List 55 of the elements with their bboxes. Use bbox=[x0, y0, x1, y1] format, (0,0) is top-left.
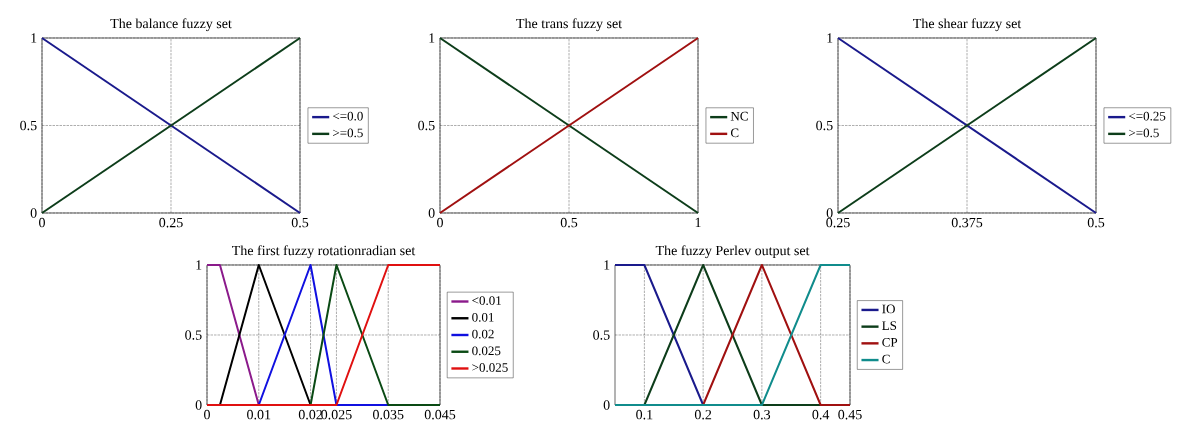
x-tick-label: 0.01 bbox=[247, 409, 271, 420]
y-tick-label: 0 bbox=[428, 208, 435, 218]
legend-label: >=0.5 bbox=[1129, 128, 1159, 138]
legend-label: 0.01 bbox=[472, 312, 494, 322]
y-tick-label: 1 bbox=[827, 33, 833, 43]
x-tick-label: 0.5 bbox=[1087, 217, 1105, 228]
y-tick-label: 0 bbox=[30, 208, 37, 218]
x-tick-label: 0.5 bbox=[291, 217, 309, 228]
x-tick-label: 0.3 bbox=[753, 409, 771, 420]
legend-label: C bbox=[882, 354, 890, 364]
x-tick-label: 0.045 bbox=[424, 409, 456, 420]
x-tick-label: 0.25 bbox=[826, 217, 850, 228]
legend-label: CP bbox=[882, 338, 898, 347]
x-tick-label: 0.4 bbox=[812, 409, 830, 420]
y-tick-label: 1 bbox=[31, 33, 37, 43]
y-tick-label: 0.5 bbox=[593, 330, 610, 340]
chart-title: The first fuzzy rotationradian set bbox=[232, 245, 416, 259]
y-tick-label: 0 bbox=[603, 400, 610, 410]
chart-title: The fuzzy Perlev output set bbox=[655, 245, 810, 259]
y-tick-label: 1 bbox=[429, 33, 435, 43]
x-tick-label: 0.1 bbox=[636, 409, 653, 420]
x-tick-label: 0.45 bbox=[838, 409, 862, 420]
y-tick-label: 1 bbox=[604, 260, 610, 270]
y-tick-label: 0.5 bbox=[185, 330, 202, 340]
legend-label: IO bbox=[882, 304, 895, 314]
x-tick-label: 0.375 bbox=[951, 217, 983, 228]
legend-label: 0.025 bbox=[472, 346, 501, 356]
legend-label: NC bbox=[730, 111, 748, 121]
y-tick-label: 0.5 bbox=[418, 120, 435, 131]
x-tick-label: 0 bbox=[39, 217, 45, 228]
y-tick-label: 0 bbox=[826, 208, 833, 218]
chart-title: The shear fuzzy set bbox=[913, 18, 1022, 32]
legend-label: <=0.25 bbox=[1129, 111, 1166, 121]
chart-title: The balance fuzzy set bbox=[110, 18, 232, 32]
y-tick-label: 0.5 bbox=[816, 120, 833, 131]
x-tick-label: 0 bbox=[437, 217, 443, 228]
legend-label: >0.025 bbox=[472, 363, 508, 372]
legend-label: 0.02 bbox=[472, 329, 494, 339]
x-tick-label: 0.2 bbox=[694, 409, 712, 420]
x-tick-label: 0.02 bbox=[298, 409, 323, 420]
legend-label: LS bbox=[882, 321, 897, 331]
y-tick-label: 1 bbox=[196, 260, 202, 270]
legend-label: <0.01 bbox=[472, 296, 501, 305]
chart-title: The trans fuzzy set bbox=[516, 18, 622, 32]
y-tick-label: 0 bbox=[195, 400, 202, 410]
legend-label: <=0.0 bbox=[333, 111, 363, 121]
x-tick-label: 1 bbox=[695, 217, 701, 228]
legend-label: >=0.5 bbox=[333, 128, 363, 138]
legend-label: C bbox=[730, 128, 739, 138]
x-tick-label: 0.025 bbox=[321, 409, 352, 420]
y-tick-label: 0.5 bbox=[20, 120, 37, 131]
x-tick-label: 0.5 bbox=[560, 217, 578, 228]
x-tick-label: 0 bbox=[204, 409, 210, 420]
x-tick-label: 0.035 bbox=[373, 409, 404, 420]
x-tick-label: 0.25 bbox=[159, 217, 183, 228]
